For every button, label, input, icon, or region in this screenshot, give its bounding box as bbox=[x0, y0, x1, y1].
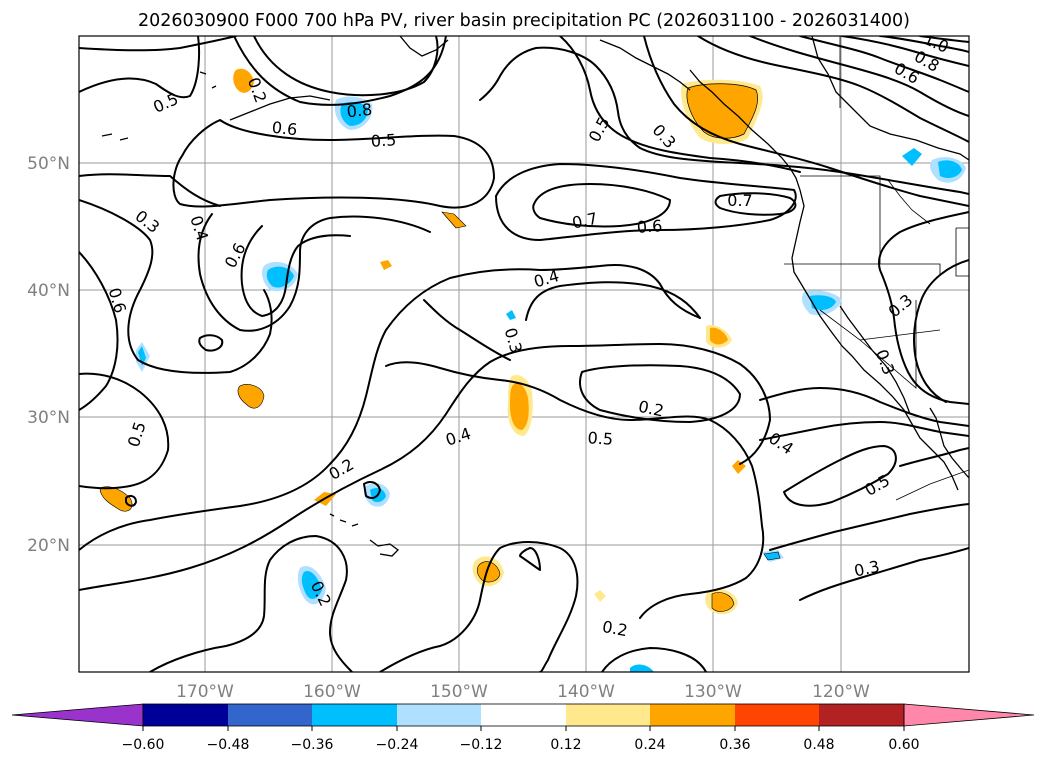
colorbar-tick-label: −0.60 bbox=[122, 737, 165, 753]
contour-label: 0.2 bbox=[601, 617, 629, 640]
colorbar-tick-label: 0.24 bbox=[634, 737, 665, 753]
colorbar-tick-label: −0.36 bbox=[291, 737, 334, 753]
precip-positive-area bbox=[711, 592, 735, 612]
contour-label: 0.8 bbox=[346, 100, 373, 122]
contour-label: 0.2 bbox=[637, 397, 666, 421]
lat-label: 20°N bbox=[27, 536, 70, 556]
colorbar-extend-max bbox=[903, 703, 1035, 727]
colorbar-segment bbox=[312, 704, 397, 726]
precip-negative-area bbox=[902, 148, 922, 166]
colorbar-tick-label: 0.36 bbox=[719, 737, 750, 753]
precip-negative-area bbox=[810, 295, 836, 310]
longitude-labels: 170°W 160°W 150°W 140°W 130°W 120°W bbox=[176, 682, 870, 702]
lat-label: 30°N bbox=[27, 408, 70, 428]
colorbar-ticks bbox=[142, 726, 905, 731]
colorbar-tick-label: −0.24 bbox=[376, 737, 419, 753]
colorbar-segment bbox=[397, 704, 481, 726]
contour-label: 0.6 bbox=[271, 118, 298, 140]
precip-positive-area bbox=[710, 327, 728, 345]
lat-label: 50°N bbox=[27, 154, 70, 174]
lat-label: 40°N bbox=[27, 281, 70, 301]
colorbar-segment bbox=[566, 704, 650, 726]
colorbar-tick-label: 0.48 bbox=[803, 737, 834, 753]
lon-label: 170°W bbox=[176, 682, 234, 702]
colorbar-tick-label: −0.12 bbox=[460, 737, 503, 753]
precip-positive-area bbox=[594, 590, 606, 602]
colorbar-segment bbox=[481, 704, 566, 726]
colorbar-tick-label: 0.12 bbox=[550, 737, 581, 753]
precip-positive-area bbox=[441, 211, 467, 229]
precip-positive-area bbox=[476, 561, 501, 583]
colorbar-segment bbox=[735, 704, 819, 726]
contour-label: 0.7 bbox=[570, 209, 599, 233]
contour-label: 0.5 bbox=[370, 130, 397, 151]
precip-negative-area bbox=[340, 101, 368, 126]
colorbar-tick-label: −0.48 bbox=[207, 737, 250, 753]
contour-label: 0.5 bbox=[587, 428, 614, 449]
precip-negative-area bbox=[938, 160, 962, 178]
lon-label: 150°W bbox=[430, 682, 488, 702]
precip-positive-area bbox=[380, 260, 392, 270]
precip-negative-area bbox=[506, 310, 516, 320]
colorbar-segment bbox=[143, 704, 228, 726]
map-title: 2026030900 F000 700 hPa PV, river basin … bbox=[138, 11, 910, 31]
contour-label: 0.7 bbox=[727, 191, 752, 210]
precip-positive-area bbox=[233, 68, 254, 93]
precip-negative-area bbox=[763, 551, 781, 561]
colorbar-outline bbox=[142, 703, 905, 727]
lon-label: 160°W bbox=[303, 682, 361, 702]
precip-positive-area bbox=[686, 83, 758, 139]
latitude-labels: 50°N 40°N 30°N 20°N bbox=[27, 154, 70, 556]
map-background bbox=[79, 36, 969, 672]
lon-label: 130°W bbox=[684, 682, 742, 702]
colorbar-tick-label: 0.60 bbox=[888, 737, 919, 753]
colorbar-segment bbox=[819, 704, 904, 726]
map-frame bbox=[78, 35, 970, 673]
lon-label: 120°W bbox=[812, 682, 870, 702]
precip-negative-area bbox=[138, 346, 146, 366]
precip-positive-area bbox=[510, 382, 529, 430]
precip-negative-area bbox=[301, 570, 322, 599]
contour-label: 0.6 bbox=[636, 216, 663, 237]
precip-negative-area bbox=[630, 664, 654, 672]
colorbar-segment bbox=[228, 704, 312, 726]
colorbar-extend-min bbox=[11, 703, 144, 727]
precip-positive-area bbox=[237, 384, 265, 409]
colorbar-segment bbox=[650, 704, 735, 726]
lon-label: 140°W bbox=[557, 682, 615, 702]
colorbar: −0.60 −0.48 −0.36 −0.24 −0.12 0.12 0.24 … bbox=[11, 703, 1035, 753]
map-panel: 0.5 0.6 0.8 0.5 0.3 0.4 0.6 0.6 0.5 0.3 … bbox=[78, 35, 970, 673]
coastlines bbox=[101, 36, 969, 557]
pv-contours bbox=[79, 36, 969, 672]
contour-label: 0.3 bbox=[852, 557, 881, 581]
